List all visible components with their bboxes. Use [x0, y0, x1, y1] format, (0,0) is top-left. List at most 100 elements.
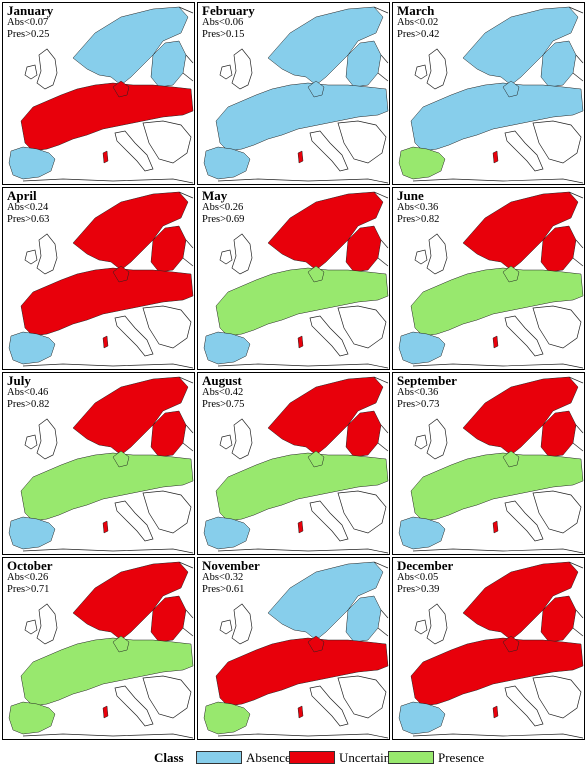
north-africa-coast — [412, 733, 584, 739]
panel-text: May Abs<0.26 Pres>0.69 — [202, 189, 244, 226]
presence-threshold: Pres>0.73 — [397, 399, 440, 410]
finland-region — [150, 40, 187, 88]
russia-coast — [568, 561, 584, 637]
month-map-panel: November Abs<0.32 Pres>0.61 — [197, 557, 390, 740]
denmark-region — [502, 80, 520, 98]
denmark-region — [502, 450, 520, 468]
north-africa-coast — [22, 178, 194, 184]
map-panel-grid: January Abs<0.07 Pres>0.25 February Abs<0.06… — [2, 2, 586, 742]
panel-text: August Abs<0.42 Pres>0.75 — [202, 374, 244, 411]
scandinavia-region — [267, 191, 384, 271]
month-title: August — [202, 373, 242, 388]
iberia-region — [203, 146, 251, 180]
uk-outline — [219, 603, 253, 645]
central-europe-region — [215, 82, 389, 152]
europe-map — [8, 376, 194, 554]
denmark-region — [307, 80, 325, 98]
absence-threshold: Abs<0.46 — [7, 387, 49, 398]
corsica-region — [492, 520, 499, 534]
italy-outline — [309, 500, 349, 542]
month-title: November — [202, 558, 260, 573]
scandinavia-region — [462, 191, 579, 271]
finland-region — [540, 410, 577, 458]
iberia-region — [203, 516, 251, 550]
europe-map — [8, 6, 194, 184]
finland-region — [150, 595, 187, 643]
corsica-region — [492, 335, 499, 349]
month-title: July — [7, 373, 31, 388]
russia-coast — [373, 561, 389, 637]
panel-text: October Abs<0.26 Pres>0.71 — [7, 559, 52, 596]
corsica-region — [297, 705, 304, 719]
iberia-region — [8, 331, 56, 365]
month-map-panel: January Abs<0.07 Pres>0.25 — [2, 2, 195, 185]
north-africa-coast — [22, 733, 194, 739]
balkans-outline — [532, 305, 582, 349]
finland-region — [345, 595, 382, 643]
scandinavia-region — [462, 561, 579, 641]
panel-text: July Abs<0.46 Pres>0.82 — [7, 374, 49, 411]
italy-outline — [504, 130, 544, 172]
month-title: January — [7, 3, 54, 18]
corsica-region — [102, 150, 109, 164]
denmark-region — [112, 265, 130, 283]
north-africa-coast — [412, 363, 584, 369]
presence-threshold: Pres>0.75 — [202, 399, 245, 410]
finland-region — [150, 410, 187, 458]
italy-outline — [504, 315, 544, 357]
russia-coast — [373, 191, 389, 267]
central-europe-region — [215, 267, 389, 337]
europe-map — [203, 191, 389, 369]
balkans-outline — [532, 120, 582, 164]
scandinavia-region — [72, 6, 189, 86]
iberia-region — [203, 331, 251, 365]
central-europe-region — [410, 637, 584, 707]
russia-coast — [178, 6, 194, 82]
north-africa-coast — [217, 733, 389, 739]
month-title: October — [7, 558, 53, 573]
presence-threshold: Pres>0.39 — [397, 584, 440, 595]
europe-map — [398, 6, 584, 184]
month-title: December — [397, 558, 454, 573]
presence-threshold: Pres>0.61 — [202, 584, 245, 595]
denmark-region — [502, 635, 520, 653]
month-map-panel: October Abs<0.26 Pres>0.71 — [2, 557, 195, 740]
presence-threshold: Pres>0.63 — [7, 214, 50, 225]
europe-map — [203, 376, 389, 554]
absence-threshold: Abs<0.26 — [7, 572, 49, 583]
corsica-region — [102, 335, 109, 349]
month-map-panel: April Abs<0.24 Pres>0.63 — [2, 187, 195, 370]
uk-outline — [219, 48, 253, 90]
scandinavia-region — [72, 561, 189, 641]
finland-region — [540, 40, 577, 88]
presence-threshold: Pres>0.69 — [202, 214, 245, 225]
north-africa-coast — [412, 548, 584, 554]
corsica-region — [492, 150, 499, 164]
iberia-region — [8, 516, 56, 550]
scandinavia-region — [267, 6, 384, 86]
europe-map — [398, 376, 584, 554]
month-title: April — [7, 188, 37, 203]
denmark-region — [112, 80, 130, 98]
uk-outline — [414, 603, 448, 645]
north-africa-coast — [217, 178, 389, 184]
uk-outline — [219, 418, 253, 460]
panel-text: January Abs<0.07 Pres>0.25 — [7, 4, 53, 41]
legend-label-absence: Absence — [246, 750, 291, 765]
panel-text: March Abs<0.02 Pres>0.42 — [397, 4, 439, 41]
legend-swatch-absence — [196, 751, 242, 764]
presence-threshold: Pres>0.82 — [397, 214, 440, 225]
russia-coast — [178, 561, 194, 637]
month-map-panel: February Abs<0.06 Pres>0.15 — [197, 2, 390, 185]
month-map-panel: July Abs<0.46 Pres>0.82 — [2, 372, 195, 555]
denmark-region — [112, 635, 130, 653]
finland-region — [345, 40, 382, 88]
finland-region — [345, 410, 382, 458]
russia-coast — [373, 6, 389, 82]
italy-outline — [114, 500, 154, 542]
presence-threshold: Pres>0.82 — [7, 399, 50, 410]
corsica-region — [297, 150, 304, 164]
absence-threshold: Abs<0.26 — [202, 202, 244, 213]
italy-outline — [504, 685, 544, 727]
europe-map — [203, 6, 389, 184]
